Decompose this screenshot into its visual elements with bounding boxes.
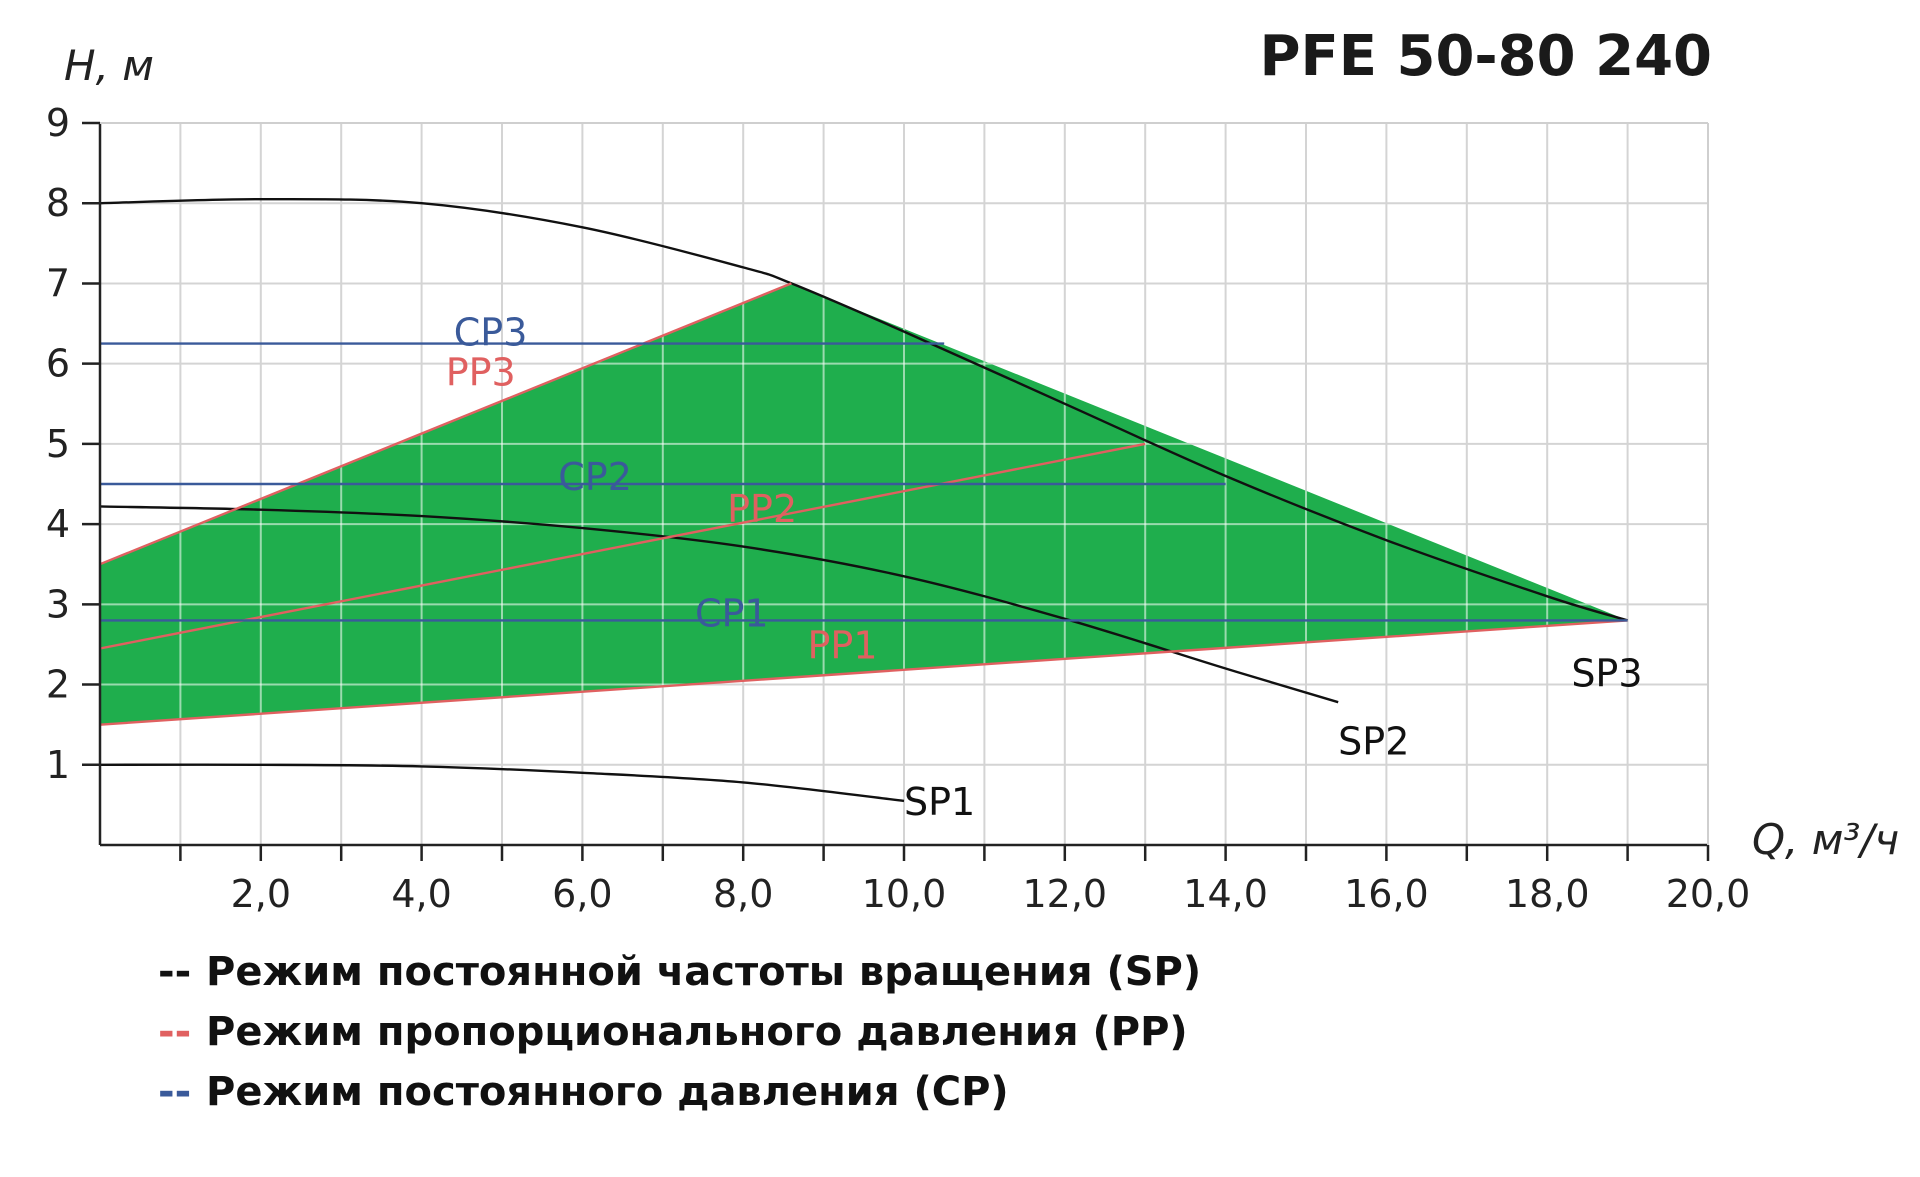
- series-line-sp3: [99, 197, 1628, 622]
- y-tick-label: 8: [46, 181, 70, 225]
- x-tick-label: 10,0: [862, 872, 947, 916]
- legend-text-cp: Режим постоянного давления (CP): [206, 1069, 1009, 1115]
- x-tick-label: 12,0: [1022, 872, 1107, 916]
- x-tick-label: 18,0: [1505, 872, 1590, 916]
- x-tick-label: 8,0: [713, 872, 773, 916]
- curve-label-pp1: PP1: [808, 623, 878, 667]
- curve-label-cp3: CP3: [454, 311, 528, 355]
- series-line-sp2: [99, 505, 1339, 704]
- y-tick-label: 1: [46, 743, 70, 787]
- x-tick-label: 16,0: [1344, 872, 1429, 916]
- legend-marker-sp: --: [158, 949, 191, 995]
- y-tick-label: 9: [46, 101, 70, 145]
- series-line-pp2: [99, 442, 1146, 650]
- tick-labels: 2,0 4,0 6,0 8,0 10,0 12,0 14,0 16,0 18,0 20,0 1 2 3 4…: [46, 101, 1750, 916]
- series-line-pp1: [99, 619, 1628, 726]
- x-tick-label: 6,0: [552, 872, 612, 916]
- curve-label-pp2: PP2: [727, 487, 797, 531]
- series-lines: [99, 197, 1628, 803]
- curve-labels: SP1 SP2 SP3 PP1 PP2 PP3 CP1 CP2 CP3: [446, 311, 1643, 824]
- legend-text-pp: Режим пропорционального давления (PP): [206, 1009, 1188, 1055]
- curve-label-sp2: SP2: [1338, 720, 1409, 764]
- x-tick-label: 14,0: [1183, 872, 1268, 916]
- y-tick-label: 2: [46, 663, 70, 707]
- y-tick-label: 6: [46, 342, 70, 386]
- chart-title: PFE 50-80 240: [1259, 24, 1712, 89]
- x-tick-label: 4,0: [391, 872, 451, 916]
- legend-marker-cp: --: [158, 1069, 191, 1115]
- curve-label-sp1: SP1: [904, 780, 975, 824]
- legend-marker-pp: --: [158, 1009, 191, 1055]
- x-axis-title: Q, м³/ч: [1752, 815, 1899, 864]
- legend-text-sp: Режим постоянной частоты вращения (SP): [206, 949, 1201, 995]
- y-tick-label: 7: [46, 261, 70, 305]
- curve-label-pp3: PP3: [446, 351, 516, 395]
- x-tick-label: 2,0: [231, 872, 291, 916]
- series-line-sp1: [99, 763, 905, 803]
- series-line-pp3: [99, 282, 792, 566]
- y-tick-label: 5: [46, 422, 70, 466]
- curve-label-cp1: CP1: [695, 591, 769, 635]
- legend: -- Режим постоянной частоты вращения (SP)…: [158, 949, 1201, 1115]
- operating-area-polygon: [100, 283, 1628, 725]
- y-axis-title: H, м: [64, 41, 154, 90]
- axes: [82, 121, 1710, 861]
- y-tick-label: 3: [46, 582, 70, 626]
- x-tick-label: 20,0: [1666, 872, 1751, 916]
- curve-label-cp2: CP2: [558, 455, 632, 499]
- curve-label-sp3: SP3: [1571, 652, 1642, 696]
- y-tick-label: 4: [46, 502, 70, 546]
